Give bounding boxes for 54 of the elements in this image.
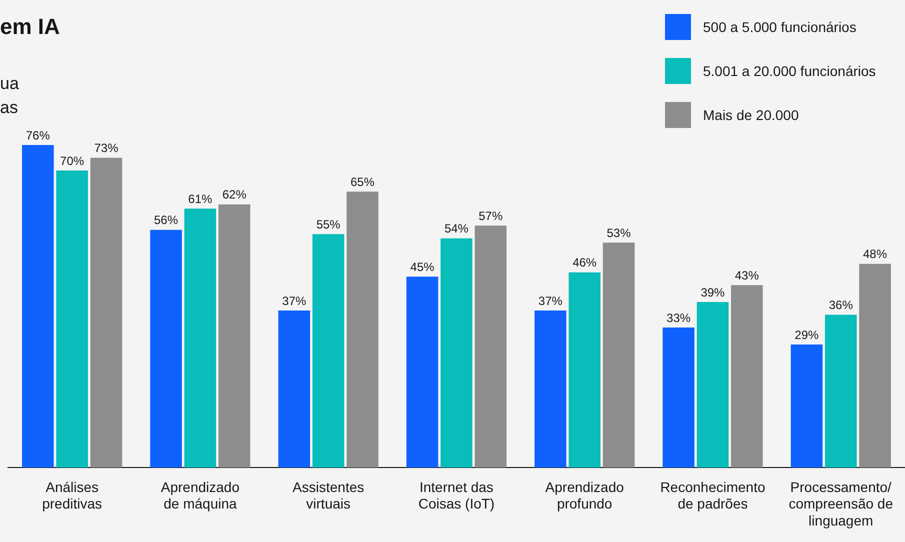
data-label: 33% bbox=[666, 310, 691, 325]
x-tick-label: Assistentes virtuais bbox=[292, 478, 364, 512]
data-label: 46% bbox=[572, 256, 597, 270]
bar bbox=[440, 238, 472, 468]
x-tick-label: Processamento/ compreensão de linguagem bbox=[788, 478, 894, 528]
data-label: 48% bbox=[863, 247, 888, 262]
bar bbox=[824, 314, 857, 468]
bar bbox=[602, 242, 635, 468]
data-label: 56% bbox=[154, 213, 178, 228]
data-label: 70% bbox=[60, 154, 84, 168]
chart-subtitle: ua as bbox=[0, 73, 19, 119]
data-label: 39% bbox=[700, 285, 726, 300]
bar bbox=[474, 226, 507, 468]
bar bbox=[184, 208, 216, 468]
data-label: 65% bbox=[350, 174, 375, 189]
x-tick-label: Internet das Coisas (IoT) bbox=[418, 478, 495, 512]
bar bbox=[312, 234, 344, 468]
data-label: 54% bbox=[444, 222, 469, 236]
data-label: 62% bbox=[222, 188, 247, 202]
chart-title: em IA bbox=[0, 14, 60, 40]
data-label: 37% bbox=[538, 294, 563, 308]
data-label: 36% bbox=[828, 298, 854, 312]
bar bbox=[406, 276, 438, 468]
bar bbox=[859, 264, 891, 468]
data-label: 73% bbox=[94, 141, 119, 156]
data-label: 53% bbox=[606, 226, 632, 240]
data-label: 57% bbox=[478, 208, 503, 223]
bar bbox=[56, 170, 88, 468]
legend-label: 5.001 a 20.000 funcionários bbox=[703, 63, 876, 79]
data-label: 37% bbox=[282, 294, 306, 308]
bar bbox=[218, 204, 250, 468]
bar bbox=[696, 302, 729, 468]
data-label: 29% bbox=[794, 328, 820, 342]
bar bbox=[534, 310, 566, 468]
legend-label: 500 a 5.000 funcionários bbox=[703, 19, 856, 35]
bar bbox=[278, 310, 310, 468]
x-tick-label: Reconhecimento de padrões bbox=[660, 478, 766, 512]
x-tick-label: Aprendizado profundo bbox=[545, 478, 624, 512]
bar bbox=[90, 158, 122, 468]
data-label: 76% bbox=[26, 128, 50, 142]
data-label: 45% bbox=[410, 260, 435, 274]
bar bbox=[662, 328, 694, 468]
x-tick-label: Análises preditivas bbox=[42, 478, 102, 512]
data-label: 61% bbox=[188, 192, 213, 206]
data-label: 55% bbox=[316, 217, 341, 232]
x-tick-label: Aprendizado de máquina bbox=[160, 478, 240, 512]
bar bbox=[790, 344, 823, 468]
data-label: 43% bbox=[734, 268, 760, 282]
bar bbox=[346, 192, 378, 468]
bar bbox=[22, 144, 54, 468]
bar bbox=[150, 230, 182, 468]
bar bbox=[568, 272, 600, 468]
bar bbox=[731, 285, 763, 468]
legend-label: Mais de 20.000 bbox=[703, 107, 799, 123]
